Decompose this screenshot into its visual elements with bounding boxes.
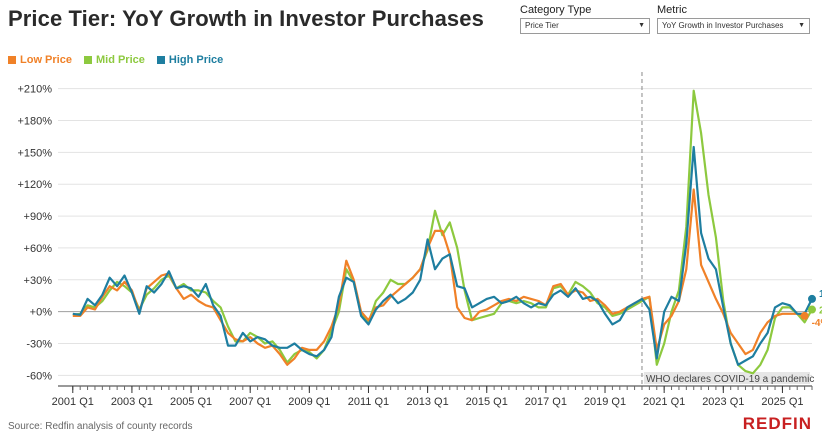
chevron-down-icon: ▼: [638, 22, 645, 29]
legend-swatch: [83, 56, 92, 64]
series-line-low-price: [72, 188, 805, 366]
end-label-low-price: -4%: [812, 318, 822, 329]
x-tick-label: 2023 Q1: [702, 396, 744, 408]
legend-label: Low Price: [20, 54, 72, 66]
y-tick-label: +90%: [24, 211, 53, 223]
series-line-mid-price: [72, 89, 813, 375]
metric-label: Metric: [657, 4, 687, 16]
y-tick-label: +180%: [17, 115, 52, 127]
chevron-down-icon: ▼: [798, 22, 805, 29]
y-tick-label: +120%: [17, 179, 52, 191]
y-tick-label: +150%: [17, 147, 52, 159]
y-tick-label: -30%: [26, 339, 52, 351]
metric-value: YoY Growth in Investor Purchases: [662, 21, 784, 30]
y-tick-label: +210%: [17, 84, 52, 96]
category-type-value: Price Tier: [525, 21, 559, 30]
x-tick-label: 2003 Q1: [111, 396, 153, 408]
end-point-low-price: [800, 311, 809, 320]
legend-swatch: [8, 56, 16, 64]
x-tick-label: 2001 Q1: [52, 396, 94, 408]
y-tick-label: -60%: [26, 370, 52, 382]
metric-control: Metric YoY Growth in Investor Purchases …: [657, 4, 810, 34]
end-label-mid-price: 2%: [819, 306, 822, 317]
x-tick-label: 2011 Q1: [348, 396, 389, 408]
legend-label: Mid Price: [95, 54, 145, 66]
x-tick-label: 2013 Q1: [407, 396, 449, 408]
y-tick-label: +60%: [24, 243, 53, 255]
y-tick-label: +0%: [30, 307, 53, 319]
legend-swatch: [156, 56, 165, 64]
chart-legend: Low Price Mid Price High Price: [8, 54, 223, 66]
series-line-high-price: [72, 145, 813, 366]
y-tick-label: +30%: [24, 275, 53, 287]
legend-item-low-price[interactable]: Low Price: [8, 54, 72, 66]
end-point-high-price: [808, 294, 816, 303]
annotation-background: [643, 372, 810, 384]
source-note: Source: Redfin analysis of county record…: [8, 421, 193, 432]
metric-select[interactable]: YoY Growth in Investor Purchases ▼: [657, 18, 810, 34]
end-point-mid-price: [808, 305, 816, 314]
x-tick-label: 2025 Q1: [761, 396, 803, 408]
x-tick-label: 2015 Q1: [466, 396, 508, 408]
end-label-high-price: 12%: [819, 289, 822, 300]
x-tick-label: 2009 Q1: [288, 396, 330, 408]
category-type-control: Category Type Price Tier ▼: [520, 4, 650, 34]
legend-label: High Price: [168, 54, 224, 66]
x-tick-label: 2005 Q1: [170, 396, 212, 408]
redfin-logo: REDFIN: [742, 414, 812, 433]
x-tick-label: 2021 Q1: [643, 396, 685, 408]
annotation-label: WHO declares COVID-19 a pandemic: [646, 374, 814, 385]
x-tick-label: 2007 Q1: [229, 396, 271, 408]
page-title: Price Tier: YoY Growth in Investor Purch…: [8, 6, 484, 31]
category-type-select[interactable]: Price Tier ▼: [520, 18, 650, 34]
legend-item-mid-price[interactable]: Mid Price: [83, 54, 145, 66]
legend-item-high-price[interactable]: High Price: [156, 54, 224, 66]
x-tick-label: 2019 Q1: [584, 396, 626, 408]
category-type-label: Category Type: [520, 4, 592, 16]
x-tick-label: 2017 Q1: [525, 396, 567, 408]
